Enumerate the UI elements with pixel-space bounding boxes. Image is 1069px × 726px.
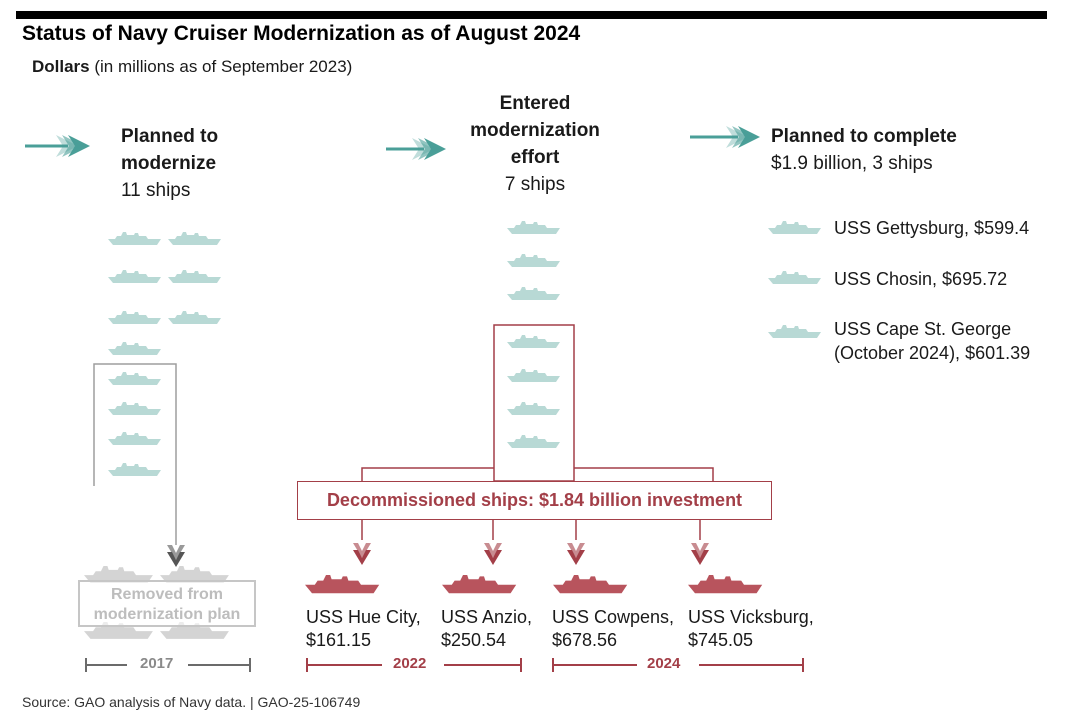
removed-line2: modernization plan [93,606,241,623]
complete-ship-label: USS Chosin, $695.72 [834,269,1008,289]
planned-count: 11 ships [121,180,191,201]
entered-heading-line1: Entered [499,93,571,114]
subtitle-bold: Dollars [32,57,90,76]
source-note: Source: GAO analysis of Navy data. | GAO… [22,694,361,710]
decommissioned-ship-label: USS Hue City, $161.15 [306,606,421,652]
ship-icon [507,221,560,234]
chevron-down-icon [691,543,709,565]
entered-heading-line3: effort [510,147,560,168]
complete-ship-label-line2: (October 2024), $601.39 [834,343,1031,363]
planned-heading-line2: modernize [121,153,217,174]
decommission-chevrons [353,543,709,565]
ship-icon [507,335,560,348]
decommissioned-ship-label: USS Anzio, $250.54 [441,606,532,652]
ship-icon [768,325,821,338]
removed-from-plan-box: Removed from modernization plan [78,580,256,627]
decommissioned-ship-name: USS Vicksburg, [688,607,814,627]
year-label-removed: 2017 [140,655,174,672]
ship-icon [168,232,221,245]
decommissioned-ships-group [305,575,763,594]
chevron-down-icon [484,543,502,565]
decommissioned-banner: Decommissioned ships: $1.84 billion inve… [297,481,772,520]
ship-icon [108,270,161,283]
timeline-2024 [552,658,804,672]
decommissioned-ship-cost: $745.05 [688,630,754,650]
decommissioned-ship-icon [442,575,517,594]
decommissioned-ship-cost: $250.54 [441,630,507,650]
subtitle-rest: (in millions as of September 2023) [89,57,353,76]
figure-title: Status of Navy Cruiser Modernization as … [22,22,581,45]
ship-icon [507,402,560,415]
ship-icon [168,311,221,324]
complete-ship-label-line1: USS Cape St. George [834,319,1012,339]
removed-bracket [93,363,177,545]
decommissioned-ship-icon [305,575,380,594]
complete-heading-line1: Planned to complete [771,126,957,147]
year-label-first: 2022 [393,655,427,672]
planned-heading-line1: Planned to [121,126,219,147]
ship-icon [108,311,161,324]
complete-arrow-icon [690,126,760,148]
decommissioned-ship-cost: $678.56 [552,630,618,650]
complete-ships-group [768,221,821,338]
timeline-2017 [85,658,251,672]
ship-icon [507,369,560,382]
complete-ship-label: USS Cape St. George (October 2024), $601… [834,317,1030,365]
removed-line1: Removed from [110,586,224,603]
ship-icon [108,402,161,415]
decommissioned-ship-name: USS Cowpens, [552,607,675,627]
decommissioned-ship-icon [553,575,628,594]
entered-count: 7 ships [504,174,566,195]
removed-chevron-icon [167,545,185,567]
ship-icon [168,270,221,283]
decommissioned-ship-icon [688,575,763,594]
decommissioned-ship-label: USS Cowpens, $678.56 [552,606,674,652]
entered-heading: Entered modernization effort 7 ships [460,90,610,198]
chevron-down-icon [567,543,585,565]
figure-subtitle: Dollars (in millions as of September 202… [32,57,352,77]
ship-icon [108,372,161,385]
planned-ships-group [108,232,221,476]
ship-icon [108,232,161,245]
ship-icon [507,254,560,267]
decommissioned-ship-name: USS Hue City, [306,607,421,627]
complete-ship-label: USS Gettysburg, $599.4 [834,218,1030,238]
planned-arrow-icon [25,135,90,157]
ship-icon [768,221,821,234]
entered-heading-line2: modernization [470,120,600,141]
decommissioned-ship-cost: $161.15 [306,630,372,650]
decommissioned-ship-label: USS Vicksburg, $745.05 [688,606,814,652]
decommissioned-ship-name: USS Anzio, [441,607,533,627]
ship-icon [108,342,161,355]
chevron-down-icon [353,543,371,565]
planned-heading: Planned to modernize 11 ships [121,123,218,204]
complete-heading: Planned to complete $1.9 billion, 3 ship… [771,123,957,177]
ship-icon [768,271,821,284]
decommission-bracket [361,324,714,540]
entered-ships-group [507,221,560,448]
ship-icon [507,435,560,448]
year-label-second: 2024 [647,655,681,672]
ship-icon [507,287,560,300]
timeline-2022 [306,658,522,672]
top-rule [16,11,1047,19]
entered-arrow-icon [386,138,446,160]
complete-summary: $1.9 billion, 3 ships [771,153,933,174]
ship-icon [108,432,161,445]
ship-icon [108,463,161,476]
